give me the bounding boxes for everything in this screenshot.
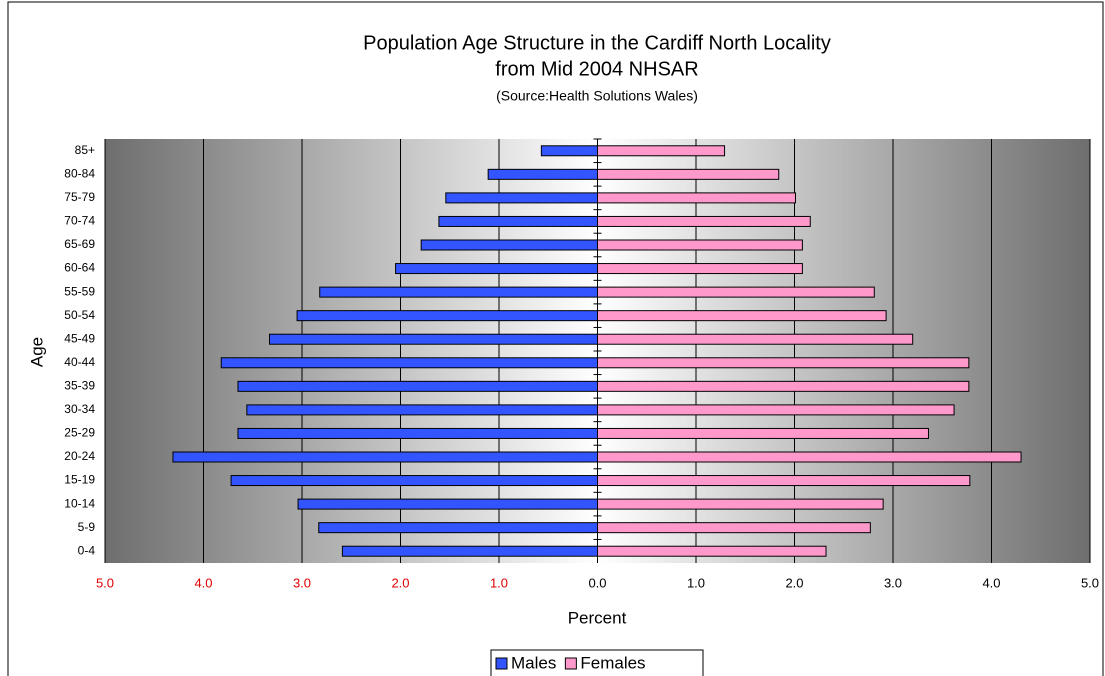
- legend-label: Males: [511, 653, 556, 672]
- y-tick-label: 55-59: [64, 284, 95, 298]
- bar: [297, 498, 598, 510]
- y-tick-label: 5-9: [78, 520, 96, 534]
- y-tick-label: 10-14: [64, 496, 95, 510]
- bar: [597, 498, 884, 510]
- bar: [597, 522, 871, 534]
- y-tick-label: 25-29: [64, 426, 95, 440]
- bar: [597, 451, 1022, 463]
- bar: [230, 475, 599, 487]
- bar: [597, 263, 803, 275]
- legend-box: [490, 649, 704, 676]
- bar: [597, 380, 970, 392]
- bar: [237, 380, 598, 392]
- y-tick-label: 70-74: [64, 214, 95, 228]
- x-tick-label: 1.0: [490, 575, 508, 590]
- bar: [597, 145, 726, 157]
- bar: [445, 192, 598, 204]
- bar: [597, 286, 875, 298]
- x-axis-label: Percent: [568, 608, 627, 627]
- x-tick-label: 4.0: [194, 575, 212, 590]
- y-axis-label: Age: [27, 337, 46, 367]
- bar: [319, 286, 598, 298]
- bar: [597, 192, 796, 204]
- legend-swatch: [564, 657, 577, 670]
- bar: [220, 357, 598, 369]
- x-tick-label: 4.0: [982, 575, 1000, 590]
- bar: [487, 168, 599, 180]
- y-tick-label: 65-69: [64, 237, 95, 251]
- chart-title: Population Age Structure in the Cardiff …: [363, 32, 831, 54]
- bar: [420, 239, 598, 251]
- bar: [597, 239, 803, 251]
- x-tick-label: 2.0: [785, 575, 803, 590]
- x-tick-label: 0.0: [588, 575, 606, 590]
- y-tick-label: 50-54: [64, 308, 95, 322]
- bar: [597, 310, 887, 322]
- bar: [597, 357, 970, 369]
- bar: [237, 427, 598, 439]
- bar: [597, 404, 955, 416]
- y-tick-label: 15-19: [64, 473, 95, 487]
- x-tick-label: 5.0: [1081, 575, 1099, 590]
- chart-source: (Source:Health Solutions Wales): [496, 88, 698, 104]
- bar: [540, 145, 598, 157]
- y-tick-label: 20-24: [64, 449, 95, 463]
- y-tick-label: 45-49: [64, 331, 95, 345]
- x-tick-label: 3.0: [293, 575, 311, 590]
- bar: [438, 215, 599, 227]
- y-tick-label: 35-39: [64, 379, 95, 393]
- bar: [597, 475, 971, 487]
- bar: [341, 545, 599, 557]
- bar: [597, 545, 827, 557]
- y-tick-label: 75-79: [64, 190, 95, 204]
- y-tick-label: 80-84: [64, 167, 95, 181]
- bar: [597, 427, 929, 439]
- y-tick-label: 40-44: [64, 355, 95, 369]
- bar: [597, 215, 811, 227]
- x-tick-label: 1.0: [687, 575, 705, 590]
- bar: [395, 263, 599, 275]
- y-tick-label: 30-34: [64, 402, 95, 416]
- y-tick-label: 60-64: [64, 261, 95, 275]
- bar: [318, 522, 598, 534]
- bar: [296, 310, 598, 322]
- chart-subtitle: from Mid 2004 NHSAR: [495, 58, 698, 80]
- y-tick-label: 85+: [75, 143, 95, 157]
- y-tick-label: 0-4: [78, 543, 96, 557]
- bar: [172, 451, 598, 463]
- x-tick-label: 2.0: [391, 575, 409, 590]
- bar: [597, 333, 914, 345]
- legend-label: Females: [580, 653, 645, 672]
- x-tick-label: 3.0: [884, 575, 902, 590]
- legend-swatch: [495, 657, 508, 670]
- x-tick-label: 5.0: [96, 575, 114, 590]
- bar: [597, 168, 780, 180]
- bar: [246, 404, 598, 416]
- bar: [268, 333, 598, 345]
